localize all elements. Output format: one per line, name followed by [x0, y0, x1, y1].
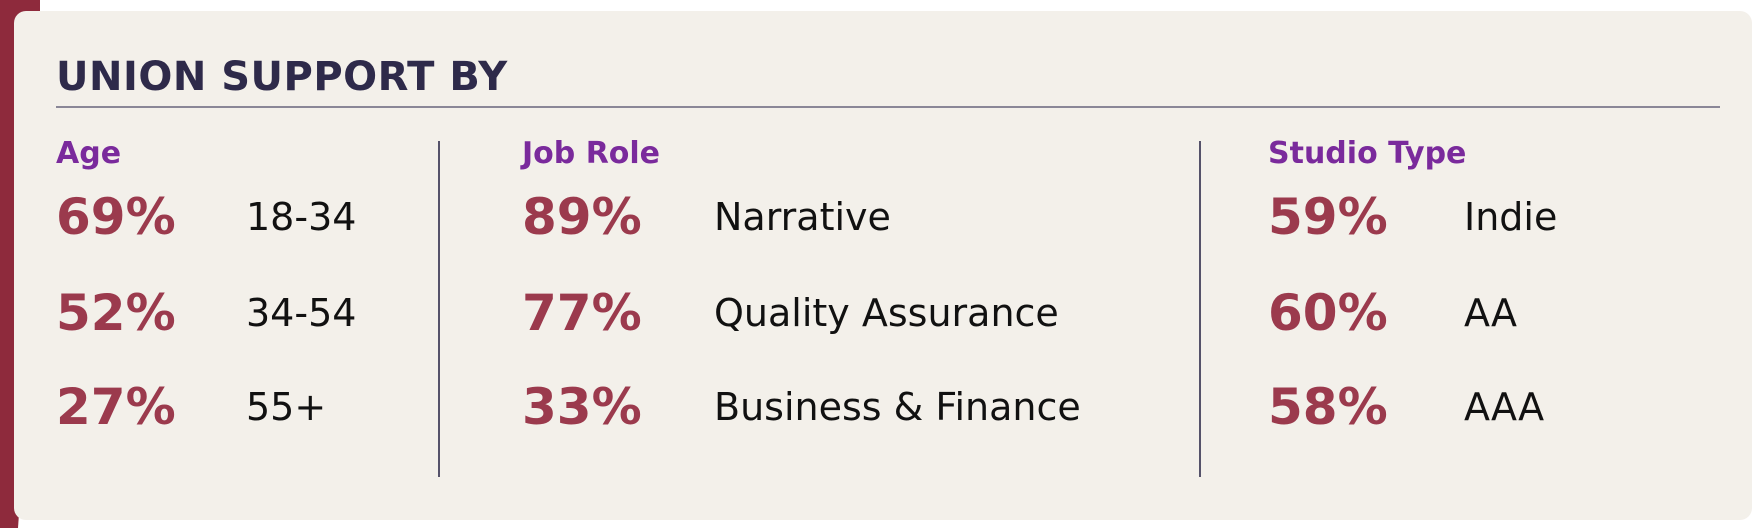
stat-value: 59% — [1268, 188, 1388, 246]
section-heading: Age — [56, 136, 122, 171]
stat-label: Quality Assurance — [714, 291, 1059, 335]
stat-value: 58% — [1268, 378, 1388, 436]
stat-label: Business & Finance — [714, 385, 1081, 429]
stat-label: AA — [1464, 291, 1518, 335]
stat-value: 69% — [56, 188, 176, 246]
card-title: UNION SUPPORT BY — [56, 54, 508, 100]
title-rule — [56, 106, 1720, 108]
stat-label: 34-54 — [246, 291, 357, 335]
stat-label: Narrative — [714, 195, 891, 239]
stat-value: 33% — [522, 378, 642, 436]
section-heading: Job Role — [522, 136, 661, 171]
stat-label: 18-34 — [246, 195, 357, 239]
card: UNION SUPPORT BY Age 69% 18-34 52% 34-54 27% 5… — [14, 11, 1752, 520]
stat-value: 77% — [522, 284, 642, 342]
section-heading: Studio Type — [1268, 136, 1467, 171]
stat-label: Indie — [1464, 195, 1558, 239]
stat-label: AAA — [1464, 385, 1545, 429]
stat-value: 89% — [522, 188, 642, 246]
stat-label: 55+ — [246, 385, 327, 429]
stat-value: 52% — [56, 284, 176, 342]
stat-value: 60% — [1268, 284, 1388, 342]
column-divider — [438, 141, 440, 477]
column-divider — [1199, 141, 1201, 477]
stat-value: 27% — [56, 378, 176, 436]
